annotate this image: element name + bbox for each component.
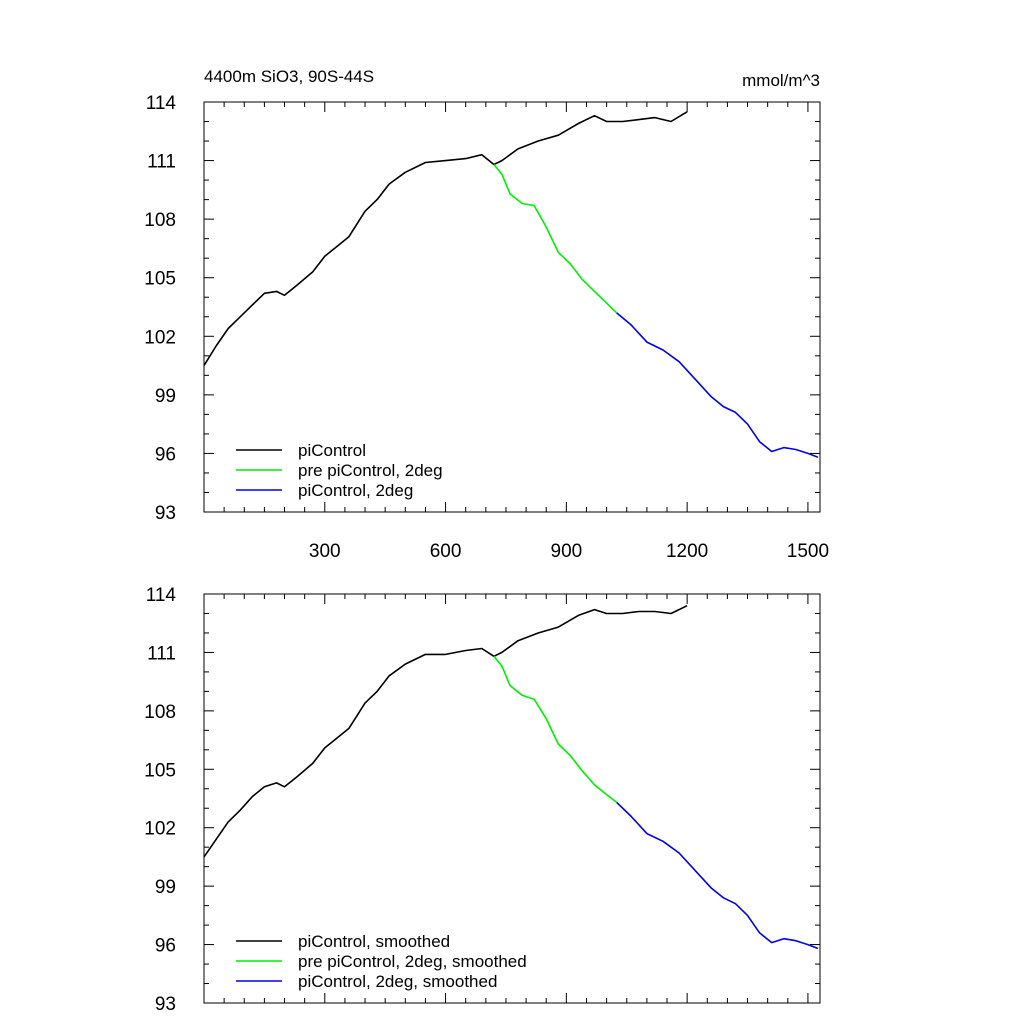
y-tick-label: 114: [146, 93, 177, 114]
legend-label: piControl, smoothed: [298, 932, 450, 951]
legend-label: pre piControl, 2deg: [298, 461, 443, 480]
y-tick-label: 96: [155, 936, 176, 957]
y-tick-label: 114: [146, 585, 177, 606]
x-tick-label: 300: [309, 541, 341, 562]
y-tick-label: 96: [155, 444, 176, 465]
y-tick-label: 102: [144, 819, 176, 840]
y-tick-label: 105: [144, 760, 176, 781]
legend-label: piControl: [298, 441, 366, 460]
y-tick-label: 93: [155, 503, 176, 524]
y-tick-label: 108: [144, 702, 176, 723]
series-line: [493, 655, 618, 804]
series-line: [616, 312, 819, 459]
plot-frame: [203, 101, 821, 513]
y-tick-label: 111: [147, 643, 176, 664]
chart-title: 4400m SiO3, 90S-44S: [204, 67, 374, 86]
series-line: [203, 604, 688, 858]
y-tick-label: 111: [147, 152, 176, 173]
x-tick-label: 1500: [787, 541, 829, 562]
y-tick-label: 99: [155, 386, 176, 407]
x-tick-label: 1200: [666, 541, 708, 562]
legend-label: pre piControl, 2deg, smoothed: [298, 952, 527, 971]
top-panel: 300 600 900 1200 1500 93 96 99 102 105 108 111 114 pi…: [144, 93, 829, 562]
units-label: mmol/m^3: [742, 71, 820, 90]
y-tick-label: 93: [155, 994, 176, 1015]
y-tick-label: 105: [144, 269, 176, 290]
y-tick-label: 102: [144, 327, 176, 348]
series-line: [493, 163, 618, 314]
y-tick-label: 108: [144, 210, 176, 231]
legend-label: piControl, 2deg, smoothed: [298, 972, 497, 991]
x-tick-label: 600: [430, 541, 462, 562]
legend-label: piControl, 2deg: [298, 481, 413, 500]
bottom-panel: 93 96 99 102 105 108 111 114 piControl, smoothed…: [144, 585, 821, 1015]
x-tick-label: 900: [551, 541, 583, 562]
series-line: [616, 801, 819, 950]
y-tick-label: 99: [155, 877, 176, 898]
series-line: [203, 111, 688, 367]
plot-frame: [203, 593, 821, 1004]
